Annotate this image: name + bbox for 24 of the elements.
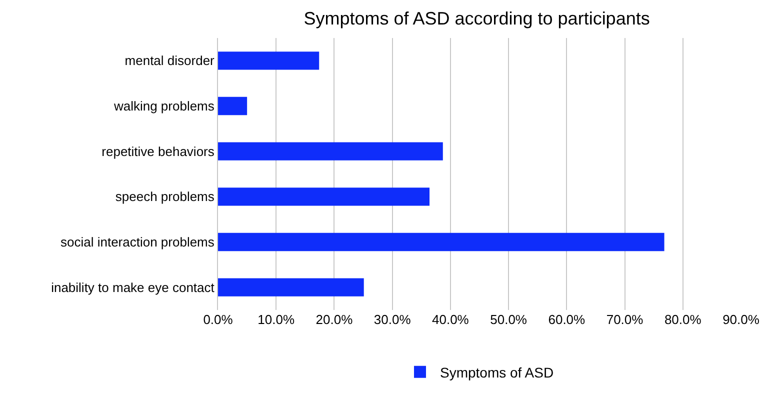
chart-title: Symptoms of ASD according to participants <box>304 8 650 29</box>
bar <box>218 52 320 70</box>
y-tick-label: walking problems <box>112 98 215 114</box>
bar <box>218 278 364 296</box>
y-tick-label: repetitive behaviors <box>102 144 215 159</box>
y-tick-label: speech problems <box>115 189 215 204</box>
x-tick-label: 80.0% <box>664 312 702 327</box>
y-tick-label: mental disorder <box>124 53 216 68</box>
x-tick-label: 60.0% <box>548 312 586 327</box>
x-tick-label: 30.0% <box>374 312 412 327</box>
x-tick-label: 20.0% <box>316 312 354 327</box>
x-tick-label: 0.0% <box>203 312 234 327</box>
legend-label: Symptoms of ASD <box>440 364 554 380</box>
y-tick-label: inability to make eye contact <box>51 280 215 295</box>
bar <box>218 142 443 160</box>
x-tick-label: 40.0% <box>432 312 470 327</box>
y-tick-label: social interaction problems <box>60 234 215 250</box>
bar <box>218 188 430 206</box>
x-tick-label: 50.0% <box>490 312 528 327</box>
x-tick-label: 10.0% <box>258 312 295 327</box>
x-tick-label: 90.0% <box>722 312 760 327</box>
bar <box>218 96 248 116</box>
bar <box>218 232 664 252</box>
x-tick-label: 70.0% <box>606 312 644 327</box>
